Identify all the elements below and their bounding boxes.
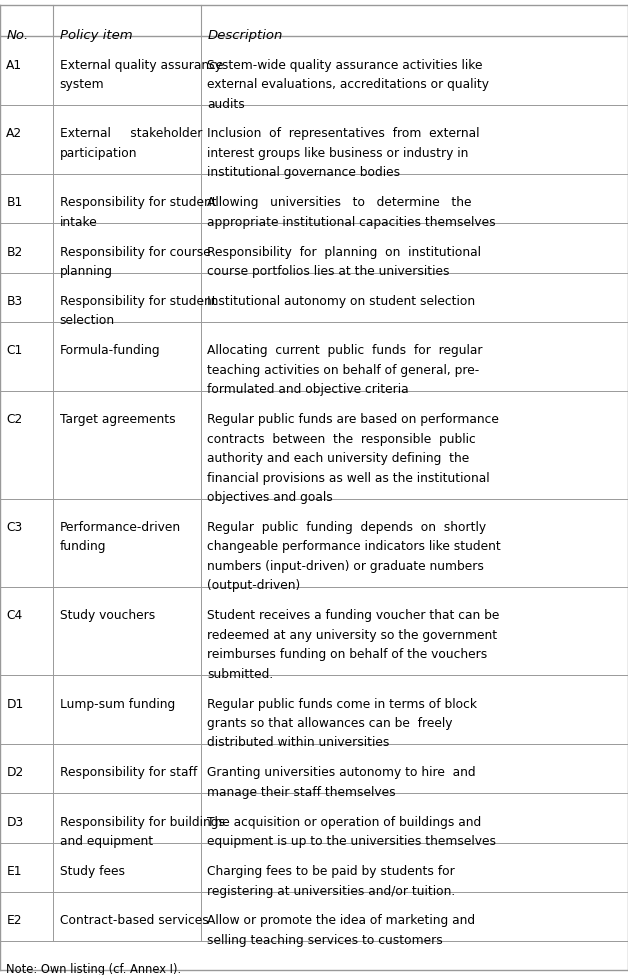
Text: Study fees: Study fees bbox=[60, 865, 125, 878]
Text: C4: C4 bbox=[6, 609, 23, 622]
Text: Inclusion  of  representatives  from  external: Inclusion of representatives from extern… bbox=[207, 128, 480, 140]
Text: equipment is up to the universities themselves: equipment is up to the universities them… bbox=[207, 836, 496, 848]
Text: Charging fees to be paid by students for: Charging fees to be paid by students for bbox=[207, 865, 455, 878]
Text: C3: C3 bbox=[6, 521, 23, 534]
Text: distributed within universities: distributed within universities bbox=[207, 736, 389, 750]
Text: contracts  between  the  responsible  public: contracts between the responsible public bbox=[207, 433, 476, 446]
Text: Student receives a funding voucher that can be: Student receives a funding voucher that … bbox=[207, 609, 500, 622]
Text: submitted.: submitted. bbox=[207, 668, 273, 681]
Text: Responsibility for student: Responsibility for student bbox=[60, 294, 216, 308]
Text: Responsibility for staff: Responsibility for staff bbox=[60, 766, 197, 779]
Text: Description: Description bbox=[207, 28, 283, 42]
Text: A2: A2 bbox=[6, 128, 23, 140]
Text: Granting universities autonomy to hire  and: Granting universities autonomy to hire a… bbox=[207, 766, 476, 779]
Text: External     stakeholder: External stakeholder bbox=[60, 128, 202, 140]
Text: (output-driven): (output-driven) bbox=[207, 579, 300, 593]
Text: Contract-based services: Contract-based services bbox=[60, 915, 208, 927]
Text: B1: B1 bbox=[6, 196, 23, 210]
Text: C2: C2 bbox=[6, 413, 23, 426]
Text: audits: audits bbox=[207, 98, 245, 110]
Text: redeemed at any university so the government: redeemed at any university so the govern… bbox=[207, 629, 497, 642]
Text: Allocating  current  public  funds  for  regular: Allocating current public funds for regu… bbox=[207, 344, 483, 357]
Text: grants so that allowances can be  freely: grants so that allowances can be freely bbox=[207, 717, 453, 730]
Text: Regular public funds come in terms of block: Regular public funds come in terms of bl… bbox=[207, 697, 477, 711]
Text: reimburses funding on behalf of the vouchers: reimburses funding on behalf of the vouc… bbox=[207, 648, 487, 661]
Text: Lump-sum funding: Lump-sum funding bbox=[60, 697, 175, 711]
Text: manage their staff themselves: manage their staff themselves bbox=[207, 786, 396, 799]
Text: Target agreements: Target agreements bbox=[60, 413, 175, 426]
Text: selection: selection bbox=[60, 314, 115, 328]
Text: System-wide quality assurance activities like: System-wide quality assurance activities… bbox=[207, 58, 483, 71]
Text: authority and each university defining  the: authority and each university defining t… bbox=[207, 452, 470, 465]
Text: Performance-driven: Performance-driven bbox=[60, 521, 181, 534]
Text: Regular public funds are based on performance: Regular public funds are based on perfor… bbox=[207, 413, 499, 426]
Text: Note: Own listing (cf. Annex I).: Note: Own listing (cf. Annex I). bbox=[6, 962, 181, 975]
Text: funding: funding bbox=[60, 540, 106, 554]
Text: external evaluations, accreditations or quality: external evaluations, accreditations or … bbox=[207, 78, 489, 91]
Text: Institutional autonomy on student selection: Institutional autonomy on student select… bbox=[207, 294, 475, 308]
Text: Responsibility  for  planning  on  institutional: Responsibility for planning on instituti… bbox=[207, 246, 481, 258]
Text: planning: planning bbox=[60, 265, 112, 278]
Text: selling teaching services to customers: selling teaching services to customers bbox=[207, 934, 443, 947]
Text: B2: B2 bbox=[6, 246, 23, 258]
Text: formulated and objective criteria: formulated and objective criteria bbox=[207, 383, 409, 396]
Text: External quality assurance: External quality assurance bbox=[60, 58, 223, 71]
Text: D2: D2 bbox=[6, 766, 23, 779]
Text: Allowing   universities   to   determine   the: Allowing universities to determine the bbox=[207, 196, 472, 210]
Text: Formula-funding: Formula-funding bbox=[60, 344, 160, 357]
Text: Responsibility for student: Responsibility for student bbox=[60, 196, 216, 210]
Text: Policy item: Policy item bbox=[60, 28, 133, 42]
Text: institutional governance bodies: institutional governance bodies bbox=[207, 167, 401, 179]
Text: intake: intake bbox=[60, 215, 97, 229]
Text: No.: No. bbox=[6, 28, 28, 42]
Text: registering at universities and/or tuition.: registering at universities and/or tuiti… bbox=[207, 884, 455, 898]
Text: D1: D1 bbox=[6, 697, 23, 711]
Text: Responsibility for buildings: Responsibility for buildings bbox=[60, 816, 225, 829]
Text: changeable performance indicators like student: changeable performance indicators like s… bbox=[207, 540, 501, 554]
Text: course portfolios lies at the universities: course portfolios lies at the universiti… bbox=[207, 265, 450, 278]
Text: system: system bbox=[60, 78, 104, 91]
Text: interest groups like business or industry in: interest groups like business or industr… bbox=[207, 147, 468, 160]
Text: B3: B3 bbox=[6, 294, 23, 308]
Text: and equipment: and equipment bbox=[60, 836, 153, 848]
Text: teaching activities on behalf of general, pre-: teaching activities on behalf of general… bbox=[207, 364, 480, 376]
Text: financial provisions as well as the institutional: financial provisions as well as the inst… bbox=[207, 472, 490, 485]
Text: E2: E2 bbox=[6, 915, 22, 927]
Text: Regular  public  funding  depends  on  shortly: Regular public funding depends on shortl… bbox=[207, 521, 486, 534]
Text: numbers (input-driven) or graduate numbers: numbers (input-driven) or graduate numbe… bbox=[207, 560, 484, 573]
Text: appropriate institutional capacities themselves: appropriate institutional capacities the… bbox=[207, 215, 496, 229]
Text: The acquisition or operation of buildings and: The acquisition or operation of building… bbox=[207, 816, 482, 829]
Text: C1: C1 bbox=[6, 344, 23, 357]
Text: D3: D3 bbox=[6, 816, 23, 829]
Text: objectives and goals: objectives and goals bbox=[207, 491, 333, 504]
Text: Responsibility for course: Responsibility for course bbox=[60, 246, 210, 258]
Text: E1: E1 bbox=[6, 865, 22, 878]
Text: participation: participation bbox=[60, 147, 137, 160]
Text: Allow or promote the idea of marketing and: Allow or promote the idea of marketing a… bbox=[207, 915, 475, 927]
Text: Study vouchers: Study vouchers bbox=[60, 609, 155, 622]
Text: A1: A1 bbox=[6, 58, 23, 71]
